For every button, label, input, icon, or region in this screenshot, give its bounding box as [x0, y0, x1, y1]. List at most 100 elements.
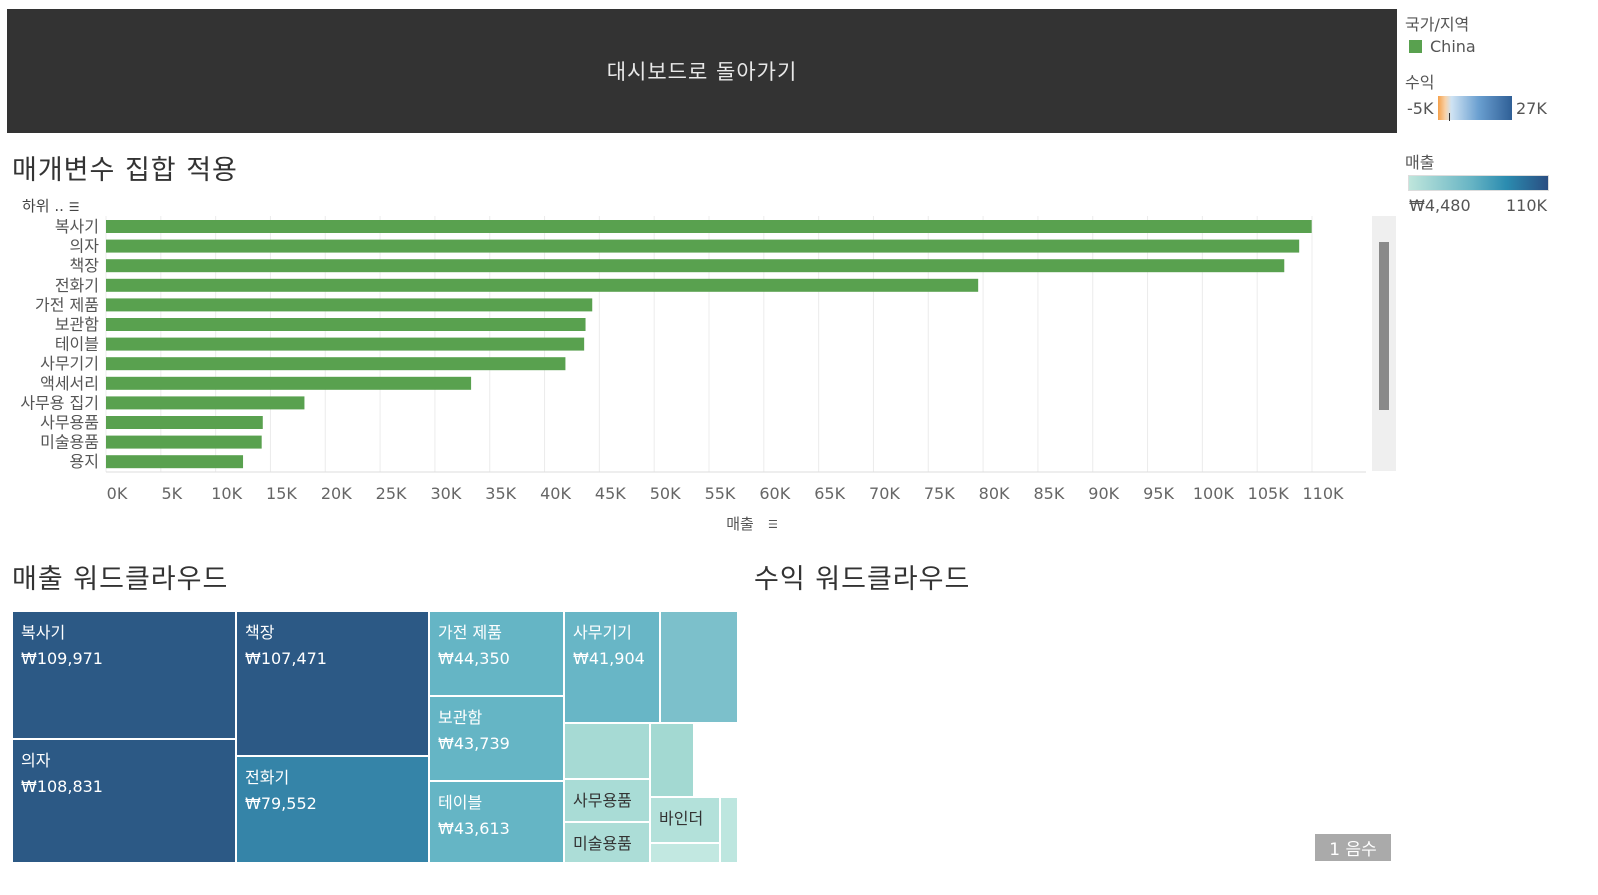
- category-label: 의자: [70, 237, 100, 256]
- profit-legend-title: 수익: [1405, 73, 1435, 92]
- x-tick-label: 105K: [1248, 484, 1290, 503]
- sort-header[interactable]: 하위 .. ☰: [22, 195, 79, 216]
- back-to-dashboard-label: 대시보드로 돌아가기: [606, 60, 798, 84]
- country-legend-swatch: [1409, 40, 1422, 53]
- profit-zero-marker: [1449, 113, 1450, 121]
- sales-legend-max: 110K: [1506, 196, 1548, 215]
- treemap-cell[interactable]: [720, 797, 738, 863]
- x-tick-label: 70K: [869, 484, 900, 503]
- category-label: 복사기: [55, 217, 99, 236]
- x-tick-label: 40K: [540, 484, 571, 503]
- treemap-cell-value: ₩107,471: [245, 649, 327, 668]
- treemap-cell-value: ₩109,971: [21, 649, 103, 668]
- category-label: 책장: [70, 256, 100, 275]
- bar[interactable]: [106, 337, 585, 351]
- category-label: 보관함: [55, 315, 99, 334]
- treemap-cell-value: ₩108,831: [21, 777, 103, 796]
- x-tick-label: 5K: [161, 484, 182, 503]
- treemap-cell[interactable]: 보관함 ₩43,739: [429, 696, 564, 781]
- x-tick-label: 10K: [211, 484, 242, 503]
- treemap-cell-name: 바인더: [659, 809, 704, 828]
- treemap-cell-value: ₩41,904: [573, 649, 645, 668]
- bar-chart-bars: [106, 220, 1312, 469]
- treemap-cell-value: ₩43,613: [438, 819, 510, 838]
- bar[interactable]: [106, 318, 586, 331]
- x-axis-sort-icon[interactable]: ☰: [768, 518, 778, 531]
- x-tick-label: 75K: [924, 484, 955, 503]
- bar[interactable]: [106, 239, 1300, 253]
- profit-gradient-bar: [1438, 96, 1512, 120]
- treemap-cell-name: 테이블: [438, 793, 483, 812]
- treemap-cell[interactable]: 사무용품: [564, 779, 650, 822]
- treemap-cell-name: 의자: [21, 751, 51, 770]
- x-tick-label: 35K: [485, 484, 516, 503]
- x-tick-label: 95K: [1143, 484, 1174, 503]
- profit-legend-min: -5K: [1407, 99, 1434, 118]
- treemap-cell[interactable]: 사무기기 ₩41,904: [564, 611, 660, 723]
- treemap-cell-name: 책장: [245, 623, 275, 642]
- category-label: 테이블: [55, 335, 99, 354]
- bar[interactable]: [106, 278, 979, 292]
- profit-wordcloud-title: 수익 워드클라우드: [754, 564, 971, 595]
- x-tick-label: 30K: [430, 484, 461, 503]
- treemap-cell[interactable]: 테이블 ₩43,613: [429, 781, 564, 863]
- bar[interactable]: [106, 259, 1285, 273]
- bar[interactable]: [106, 220, 1312, 233]
- treemap-cell[interactable]: 전화기 ₩79,552: [236, 756, 429, 863]
- treemap-cell[interactable]: [564, 723, 650, 779]
- category-label: 사무용품: [40, 413, 99, 432]
- treemap-cell-name: 전화기: [245, 768, 290, 787]
- treemap-cell-value: ₩79,552: [245, 794, 317, 813]
- bar[interactable]: [106, 298, 593, 312]
- bar[interactable]: [106, 416, 263, 429]
- bar-chart-x-ticks: 0K 5K 10K 15K 20K 25K 30K 35K 40K 45K 50K 55K 60K 65K…: [107, 484, 1344, 503]
- x-tick-label: 55K: [705, 484, 736, 503]
- category-label: 전화기: [55, 276, 99, 295]
- treemap-cell-name: 보관함: [438, 708, 483, 727]
- sales-legend-title: 매출: [1405, 153, 1435, 172]
- profit-legend-max: 27K: [1516, 99, 1547, 118]
- category-label: 용지: [70, 452, 99, 471]
- bar[interactable]: [106, 455, 244, 469]
- x-tick-label: 50K: [650, 484, 681, 503]
- bar[interactable]: [106, 435, 262, 449]
- bar[interactable]: [106, 376, 472, 390]
- x-tick-label: 25K: [376, 484, 407, 503]
- x-tick-label: 45K: [595, 484, 626, 503]
- treemap-cell[interactable]: 책장 ₩107,471: [236, 611, 429, 756]
- category-label: 사무용 집기: [20, 393, 99, 412]
- treemap-cell[interactable]: [650, 723, 694, 797]
- treemap-cell-value: ₩43,739: [438, 734, 510, 753]
- treemap-cell[interactable]: 가전 제품 ₩44,350: [429, 611, 564, 696]
- category-label: 사무기기: [40, 354, 99, 373]
- x-tick-label: 60K: [759, 484, 790, 503]
- treemap-cell-name: 사무용품: [573, 791, 632, 810]
- treemap-cell[interactable]: 의자 ₩108,831: [12, 739, 236, 863]
- treemap-cell[interactable]: [650, 843, 720, 863]
- treemap-cell-name: 사무기기: [573, 623, 632, 642]
- category-label: 액세서리: [40, 374, 99, 393]
- country-legend-item[interactable]: China: [1430, 37, 1476, 56]
- treemap-cell[interactable]: [660, 611, 738, 723]
- country-legend-title: 국가/지역: [1405, 15, 1470, 34]
- scrollbar-thumb[interactable]: [1379, 242, 1389, 410]
- bar[interactable]: [106, 396, 305, 410]
- x-tick-label: 65K: [814, 484, 845, 503]
- back-to-dashboard-button[interactable]: 대시보드로 돌아가기: [7, 9, 1397, 133]
- x-tick-label: 90K: [1088, 484, 1119, 503]
- negative-count-badge[interactable]: 1 음수: [1315, 834, 1391, 861]
- treemap-cell[interactable]: 복사기 ₩109,971: [12, 611, 236, 739]
- treemap-cell[interactable]: 바인더: [650, 797, 720, 843]
- treemap-cell-name: 가전 제품: [438, 623, 502, 642]
- category-label: 미술용품: [40, 433, 99, 452]
- x-tick-label: 0K: [107, 484, 128, 503]
- treemap-cell[interactable]: 미술용품: [564, 822, 650, 863]
- sales-legend-min: ₩4,480: [1409, 196, 1471, 215]
- x-tick-label: 80K: [979, 484, 1010, 503]
- x-tick-label: 15K: [266, 484, 297, 503]
- bar[interactable]: [106, 357, 566, 371]
- bar-chart-title: 매개변수 집합 적용: [12, 155, 238, 186]
- sales-gradient-bar: [1408, 175, 1549, 191]
- x-axis-label: 매출: [726, 515, 754, 533]
